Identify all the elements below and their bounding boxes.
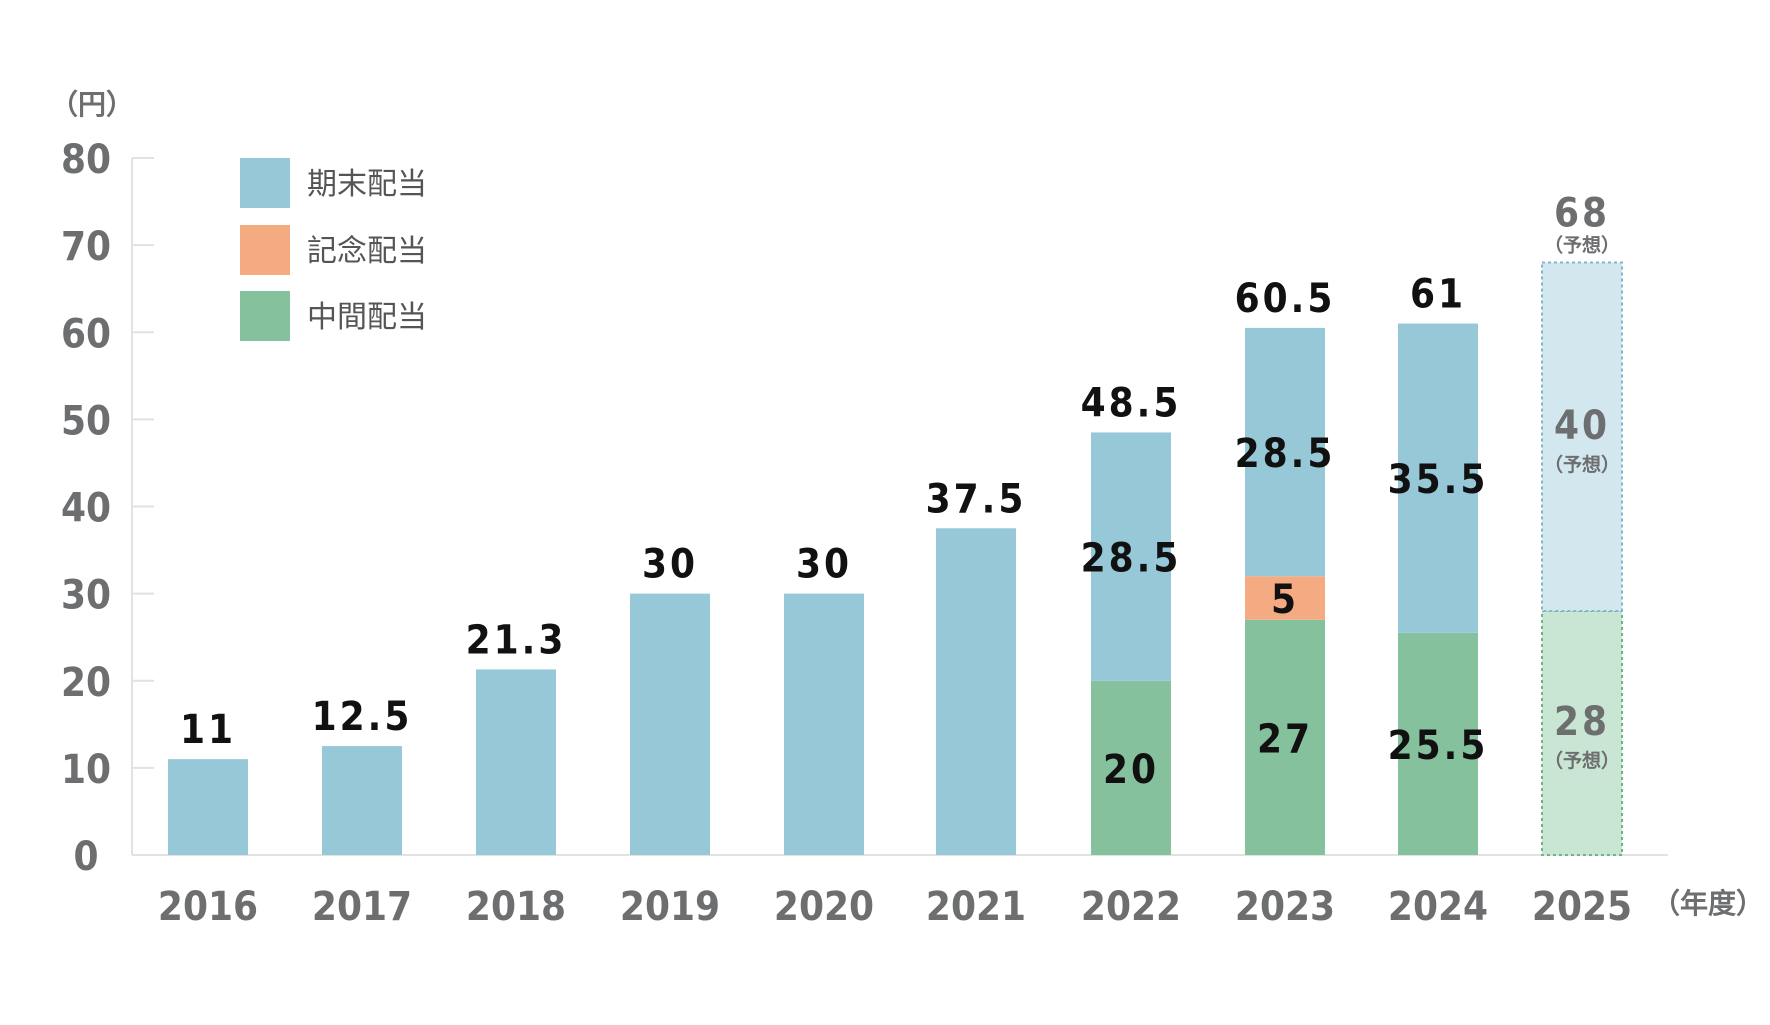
segment-label: 28.5 [1235,431,1336,477]
legend-label: 期末配当 [307,167,427,202]
bar-segment [1245,576,1325,620]
total-label: 30 [642,542,698,588]
x-tick-label: 2018 [466,884,566,930]
bar-segment [1398,632,1478,855]
x-tick-label: 2021 [926,884,1026,930]
x-unit-label: （年度） [1652,887,1764,920]
bar-segment [1541,261,1623,613]
y-tick-label: 30 [61,573,111,619]
x-tick-label: 2025 [1532,884,1632,930]
total-label: 61 [1410,272,1466,318]
total-label: 60.5 [1235,276,1336,322]
y-tick-label: 40 [61,486,111,532]
x-tick-label: 2016 [158,884,258,930]
total-label: 37.5 [926,476,1027,522]
legend-label: 記念配当 [307,234,427,269]
y-tick-label: 20 [61,660,111,706]
y-tick-label: 80 [61,137,111,183]
x-tick-label: 2024 [1388,884,1488,930]
bar-segment [476,669,556,855]
total-label: 21.3 [466,617,567,663]
bar-segment [1091,432,1171,681]
segment-label: 5 [1271,577,1299,623]
legend-swatch [240,158,290,208]
bar-segment [630,593,710,855]
bar-segment [322,746,402,855]
total-label: 11 [180,707,236,753]
legend-label: 中間配当 [307,300,427,335]
bar-segment [168,759,248,855]
bar-segment [1398,323,1478,633]
total-label: 68 [1554,191,1610,237]
bar-segment [1091,680,1171,855]
segment-label: 28 [1554,699,1610,745]
x-tick-label: 2017 [312,884,412,930]
y-unit-label: （円） [50,88,134,121]
y-tick-label: 50 [61,398,111,444]
y-tick-label: 0 [73,834,98,880]
bar-segment [1541,610,1623,856]
segment-label: 40 [1554,403,1610,449]
bar-segment [936,528,1016,855]
y-tick-label: 10 [61,747,111,793]
bar-segment [1245,619,1325,855]
segment-label: 28.5 [1081,536,1182,582]
legend-swatch [240,225,290,275]
total-label: 48.5 [1081,380,1182,426]
x-tick-label: 2020 [774,884,874,930]
x-tick-label: 2019 [620,884,720,930]
total-label: 30 [796,542,852,588]
segment-label: 35.5 [1388,457,1489,503]
segment-label: 20 [1103,747,1159,793]
y-tick-label: 70 [61,224,111,270]
segment-label: 25.5 [1388,723,1489,769]
bar-segment [1245,327,1325,577]
x-tick-label: 2022 [1081,884,1181,930]
legend-swatch [240,291,290,341]
total-label: 12.5 [312,694,413,740]
x-tick-label: 2023 [1235,884,1335,930]
forecast-note: （予想） [1544,234,1620,257]
y-tick-label: 60 [61,311,111,357]
bar-segment [784,593,864,855]
segment-label: 27 [1257,716,1313,762]
forecast-note: （予想） [1544,453,1620,476]
forecast-note: （予想） [1544,749,1620,772]
